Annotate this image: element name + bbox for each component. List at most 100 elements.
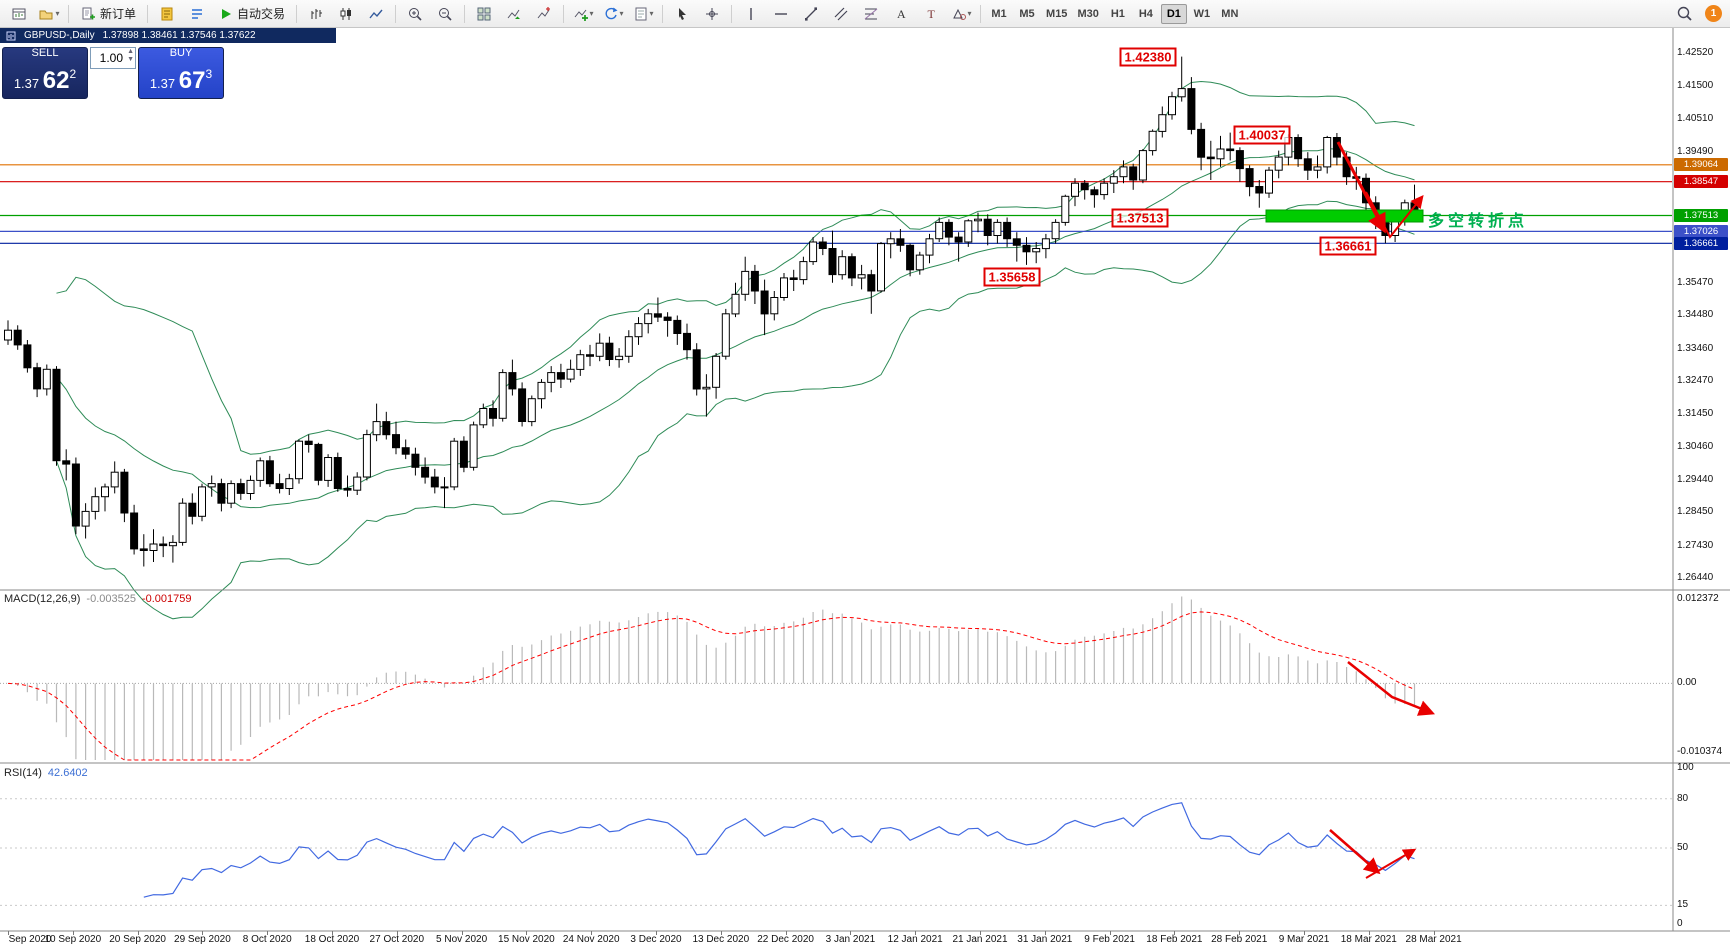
price-tick: 1.33460 [1677,343,1714,354]
new-window-button[interactable] [4,2,34,26]
time-label: 9 Mar 2021 [1278,934,1330,945]
autotrade-button[interactable]: 自动交易 [212,2,292,26]
price-annotation-box[interactable]: 1.40037 [1233,125,1291,145]
profiles-button[interactable]: ▾ [34,2,64,26]
new-window-icon [12,8,26,19]
macd-axis-max: 0.012372 [1677,593,1719,604]
price-tick: 1.26440 [1677,572,1714,583]
time-tick [1174,931,1176,935]
bar-chart-icon [311,8,323,19]
crosshair-button[interactable] [697,2,727,26]
line-chart-icon [369,9,383,18]
time-label: 12 Jan 2021 [887,934,943,945]
time-tick [332,931,333,935]
volume-stepper[interactable]: 1.00 ▲ ▼ [90,47,136,69]
timeframe-M5[interactable]: M5 [1014,4,1040,24]
time-label: 8 Oct 2020 [242,934,292,945]
horizontal-line-button[interactable] [766,2,796,26]
turning-point-note[interactable]: 多空转折点 [1428,213,1529,230]
time-tick [526,931,528,935]
support-zone[interactable] [1265,209,1424,223]
timeframe-M15[interactable]: M15 [1042,4,1071,24]
rsi-axis-80: 80 [1677,793,1689,804]
rsi-axis-15: 15 [1677,899,1689,910]
tile-windows-button[interactable] [469,2,499,26]
time-label: 20 Sep 2020 [109,934,166,945]
spin-up-icon[interactable]: ▲ [127,48,134,55]
price-tick: 1.35470 [1677,277,1714,288]
search-button[interactable] [1669,2,1699,26]
auto-scroll-button[interactable] [499,2,529,26]
macd-axis-min: -0.010374 [1677,746,1723,757]
new-order-button[interactable]: 新订单 [73,2,143,26]
refresh-button[interactable]: ▾ [598,2,628,26]
bar-chart-button[interactable] [301,2,331,26]
price-down-arrow[interactable] [1336,141,1386,234]
time-label: 29 Sep 2020 [174,934,231,945]
script-button[interactable] [152,2,182,26]
bollinger-band[interactable] [56,148,1415,509]
chart-window-icon [6,31,16,40]
price-v-arrow[interactable] [1365,191,1424,239]
timeframe-H4[interactable]: H4 [1133,4,1159,24]
timeframe-H1[interactable]: H1 [1105,4,1131,24]
templates-button[interactable]: ▾ [628,2,658,26]
vertical-line-icon [750,7,752,20]
time-label: 9 Feb 2021 [1084,934,1135,945]
zoom-in-button[interactable] [400,2,430,26]
rsi-label: RSI(14) 42.6402 [4,767,88,779]
zoom-out-button[interactable] [430,2,460,26]
timeframe-D1[interactable]: D1 [1160,3,1187,24]
toolbar: ▾ 新订单 自动交易 [0,0,1730,28]
refresh-icon [605,7,618,19]
time-label: 21 Jan 2021 [952,934,1008,945]
price-tick: 1.40510 [1677,113,1714,124]
price-annotation-box[interactable]: 1.37513 [1111,208,1169,228]
zoom-out-icon [439,7,452,21]
buy-button[interactable]: BUY 1.37 673 [138,47,224,99]
bollinger-band[interactable] [56,200,1415,620]
buy-label: BUY [169,47,193,59]
time-tick [8,931,9,935]
volume-spin-buttons[interactable]: ▲ ▼ [127,48,134,64]
timeframe-M1[interactable]: M1 [986,4,1012,24]
auto-scroll-icon [507,9,521,19]
rsi-down-arrow[interactable] [1329,829,1381,875]
candlestick-button[interactable] [331,2,361,26]
price-annotation-box[interactable]: 1.42380 [1119,47,1177,67]
timeframe-MN[interactable]: MN [1217,4,1243,24]
channel-icon [834,7,848,20]
text-tool-button[interactable]: A [886,2,916,26]
trendline-button[interactable] [796,2,826,26]
notification-badge[interactable]: 1 [1705,5,1722,22]
time-tick [720,931,722,935]
price-tag: 1.37513 [1674,209,1728,222]
macd-down-arrow[interactable] [1347,661,1436,716]
time-tick [1368,931,1370,935]
market-watch-button[interactable] [182,2,212,26]
cursor-button[interactable] [667,2,697,26]
autotrade-play-icon [222,8,232,19]
price-annotation-box[interactable]: 1.35658 [983,267,1041,287]
add-indicator-button[interactable]: ▾ [568,2,598,26]
vertical-line-button[interactable] [736,2,766,26]
timeframe-M30[interactable]: M30 [1073,4,1102,24]
spin-down-icon[interactable]: ▼ [127,56,134,63]
price-tick: 1.29440 [1677,474,1714,485]
time-label: 22 Dec 2020 [757,934,814,945]
crosshair-icon [706,7,719,20]
rsi-up-arrow[interactable] [1365,848,1417,879]
time-tick [1239,931,1241,935]
price-annotation-box[interactable]: 1.36661 [1319,236,1377,256]
sell-button[interactable]: SELL 1.37 622 [2,47,88,99]
fibonacci-button[interactable] [856,2,886,26]
macd-signal-line[interactable] [7,611,1415,761]
channel-button[interactable] [826,2,856,26]
chart-shift-button[interactable] [529,2,559,26]
text-label-button[interactable]: T [916,2,946,26]
shapes-button[interactable]: ▾ [946,2,976,26]
timeframe-W1[interactable]: W1 [1189,4,1215,24]
line-chart-button[interactable] [361,2,391,26]
rsi-line[interactable] [143,802,1415,898]
